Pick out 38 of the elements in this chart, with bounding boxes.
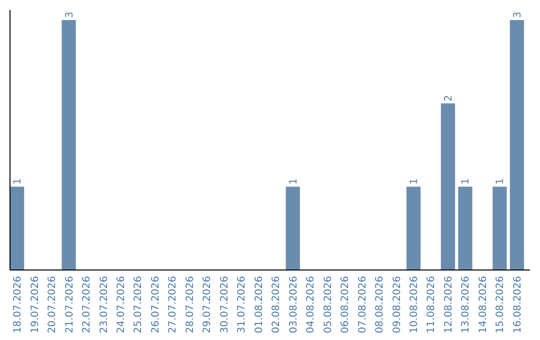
x-tick-label: 03.08.2026 xyxy=(288,276,300,334)
data-label: 1 xyxy=(12,178,24,185)
data-label: 1 xyxy=(409,178,420,185)
x-tick-label: 23.07.2026 xyxy=(98,276,110,334)
x-tick-label: 06.08.2026 xyxy=(340,276,352,334)
x-tick-label: 04.08.2026 xyxy=(306,276,317,334)
x-tick-label: 28.07.2026 xyxy=(184,276,196,334)
x-tick-label: 09.08.2026 xyxy=(392,276,403,334)
x-tick-label: 13.08.2026 xyxy=(460,276,472,334)
data-label: 3 xyxy=(64,12,76,18)
x-tick-label: 08.08.2026 xyxy=(374,276,386,334)
x-tick-label: 29.07.2026 xyxy=(202,276,214,334)
x-tick-label: 26.07.2026 xyxy=(150,276,162,334)
x-tick-label: 05.08.2026 xyxy=(322,276,334,334)
x-tick-label: 12.08.2026 xyxy=(443,276,454,334)
x-tick-label: 31.07.2026 xyxy=(236,276,248,334)
x-tick-label: 16.08.2026 xyxy=(512,276,524,334)
data-label: 3 xyxy=(512,12,524,18)
x-tick-label: 21.07.2026 xyxy=(64,276,76,334)
x-tick-label: 25.07.2026 xyxy=(133,276,144,334)
x-tick-label: 14.08.2026 xyxy=(478,276,489,334)
x-tick-label: 02.08.2026 xyxy=(271,276,282,334)
data-label: 1 xyxy=(288,178,300,185)
x-tick-label: 20.07.2026 xyxy=(47,276,58,334)
x-tick-label: 15.08.2026 xyxy=(495,276,506,334)
data-label: 1 xyxy=(495,178,506,185)
x-tick-label: 11.08.2026 xyxy=(426,276,438,334)
x-tick-label: 27.07.2026 xyxy=(168,276,179,334)
x-tick-label: 19.07.2026 xyxy=(30,276,41,334)
x-tick-label: 24.07.2026 xyxy=(116,276,127,334)
x-tick-label: 22.07.2026 xyxy=(82,276,93,334)
x-tick-label: 01.08.2026 xyxy=(254,276,265,334)
x-tick-label: 10.08.2026 xyxy=(409,276,420,334)
data-label: 2 xyxy=(443,94,454,102)
x-tick-label: 07.08.2026 xyxy=(357,276,368,334)
x-tick-label: 18.07.2026 xyxy=(12,276,24,334)
x-tick-label: 30.07.2026 xyxy=(219,276,230,334)
data-label: 1 xyxy=(460,178,472,185)
